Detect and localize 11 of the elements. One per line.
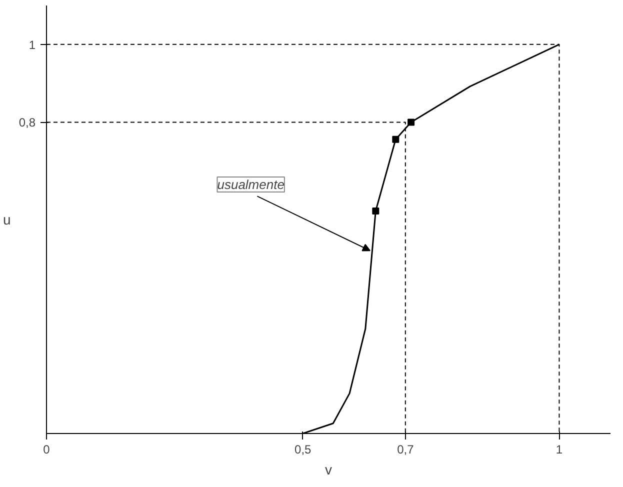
y-tick-label: 0,8 <box>18 116 36 130</box>
annotation: usualmente <box>217 176 284 192</box>
x-tick-label: 1 <box>556 442 563 456</box>
y-axis-title: u <box>3 212 11 228</box>
point <box>372 207 380 214</box>
point <box>408 118 415 126</box>
x-tick-label: 0,5 <box>294 442 312 456</box>
x-tick-label: 0 <box>43 442 50 456</box>
x-axis-title: v <box>325 462 332 478</box>
point <box>392 136 400 143</box>
x-tick-label: 0,7 <box>397 442 414 456</box>
